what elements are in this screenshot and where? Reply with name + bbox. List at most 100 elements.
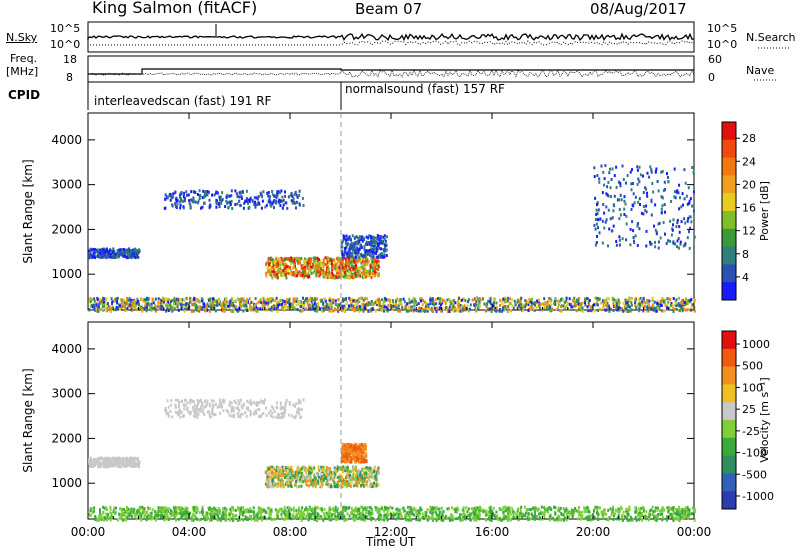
power-data-point xyxy=(129,302,132,306)
power-data-point xyxy=(203,190,206,194)
power-data-point xyxy=(348,249,351,253)
velocity-data-point xyxy=(351,480,354,484)
power-data-point xyxy=(226,193,229,197)
velocity-data-point xyxy=(326,482,329,486)
velocity-data-point xyxy=(260,400,263,404)
velocity-data-point xyxy=(271,405,273,409)
power-data-point xyxy=(681,299,683,303)
power-data-point xyxy=(266,260,269,264)
power-data-point xyxy=(598,180,601,184)
power-data-point xyxy=(170,196,173,200)
power-data-point xyxy=(352,299,355,303)
power-data-point xyxy=(499,299,501,303)
power-data-point xyxy=(320,262,323,266)
power-data-point xyxy=(222,300,225,304)
power-data-point xyxy=(324,299,327,303)
power-data-point xyxy=(204,309,207,312)
nave-label: Nave xyxy=(746,64,775,77)
power-data-point xyxy=(519,298,522,302)
power-data-point xyxy=(429,298,432,302)
power-data-point xyxy=(384,308,387,311)
power-data-point xyxy=(300,266,303,270)
velocity-data-point xyxy=(278,413,281,417)
power-data-point xyxy=(350,241,353,245)
velocity-data-point xyxy=(328,477,331,481)
power-data-point xyxy=(114,252,117,256)
velocity-data-point xyxy=(284,466,287,470)
power-data-point xyxy=(277,305,279,309)
power-data-point xyxy=(365,263,368,267)
power-data-point xyxy=(655,167,658,171)
velocity-data-point xyxy=(237,399,240,403)
power-data-point xyxy=(324,272,327,276)
power-data-point xyxy=(130,308,133,312)
power-data-point xyxy=(284,190,286,194)
power-data-point xyxy=(468,307,471,311)
velocity-data-point xyxy=(268,411,270,415)
power-data-point xyxy=(293,273,295,277)
power-data-point xyxy=(344,265,347,269)
power-data-point xyxy=(294,272,297,276)
power-data-point xyxy=(357,256,360,260)
power-data-point xyxy=(126,248,129,252)
power-data-point xyxy=(378,265,381,269)
power-data-point xyxy=(275,256,278,260)
velocity-data-point xyxy=(116,464,119,468)
power-data-point xyxy=(315,274,318,278)
velocity-data-point xyxy=(352,484,355,488)
power-data-point xyxy=(94,256,97,260)
velocity-data-point xyxy=(361,453,364,457)
velocity-data-point xyxy=(201,505,204,509)
power-data-point xyxy=(289,259,292,263)
velocity-data-point xyxy=(280,468,283,472)
power-data-point xyxy=(560,309,563,313)
power-data-point xyxy=(304,257,306,261)
velocity-data-point xyxy=(332,474,335,478)
power-data-point xyxy=(132,249,135,253)
power-data-point xyxy=(371,259,374,263)
power-data-point xyxy=(328,298,331,302)
power-data-point xyxy=(191,303,194,307)
power-data-point xyxy=(214,302,217,306)
power-data-point xyxy=(365,251,368,255)
velocity-data-point xyxy=(284,469,287,472)
freq-unit-label: [MHz] xyxy=(6,65,39,78)
velocity-data-point xyxy=(344,451,347,455)
power-data-point xyxy=(161,296,164,300)
velocity-data-point xyxy=(262,412,265,415)
velocity-data-point xyxy=(365,452,368,456)
velocity-data-point xyxy=(359,470,362,474)
power-data-point xyxy=(664,309,666,313)
power-data-point xyxy=(310,257,313,261)
power-data-point xyxy=(188,202,191,206)
velocity-data-point xyxy=(302,398,305,402)
power-data-point xyxy=(366,252,369,256)
power-data-point xyxy=(631,168,633,172)
power-data-point xyxy=(661,196,664,200)
velocity-data-point xyxy=(319,471,322,475)
velocity-data-point xyxy=(516,509,519,513)
velocity-data-point xyxy=(295,402,298,406)
power-data-point xyxy=(355,275,357,279)
power-data-point xyxy=(111,305,114,309)
power-data-point xyxy=(677,191,680,195)
power-data-point xyxy=(675,307,678,311)
power-data-point xyxy=(116,301,119,305)
power-data-point xyxy=(178,301,180,305)
velocity-data-point xyxy=(225,408,228,412)
power-data-point xyxy=(302,266,305,270)
power-data-point xyxy=(131,305,134,309)
power-data-point xyxy=(312,307,315,311)
velocity-data-point xyxy=(208,414,211,418)
power-data-point xyxy=(176,302,179,306)
velocity-data-point xyxy=(359,455,362,459)
velocity-data-point xyxy=(355,468,358,472)
power-data-point xyxy=(350,302,353,306)
power-data-point xyxy=(296,269,298,273)
power-data-point xyxy=(651,182,654,185)
power-data-point xyxy=(608,307,611,311)
velocity-data-point xyxy=(280,405,283,409)
power-data-point xyxy=(533,303,536,307)
power-data-point xyxy=(619,181,622,185)
power-data-point xyxy=(459,306,462,310)
